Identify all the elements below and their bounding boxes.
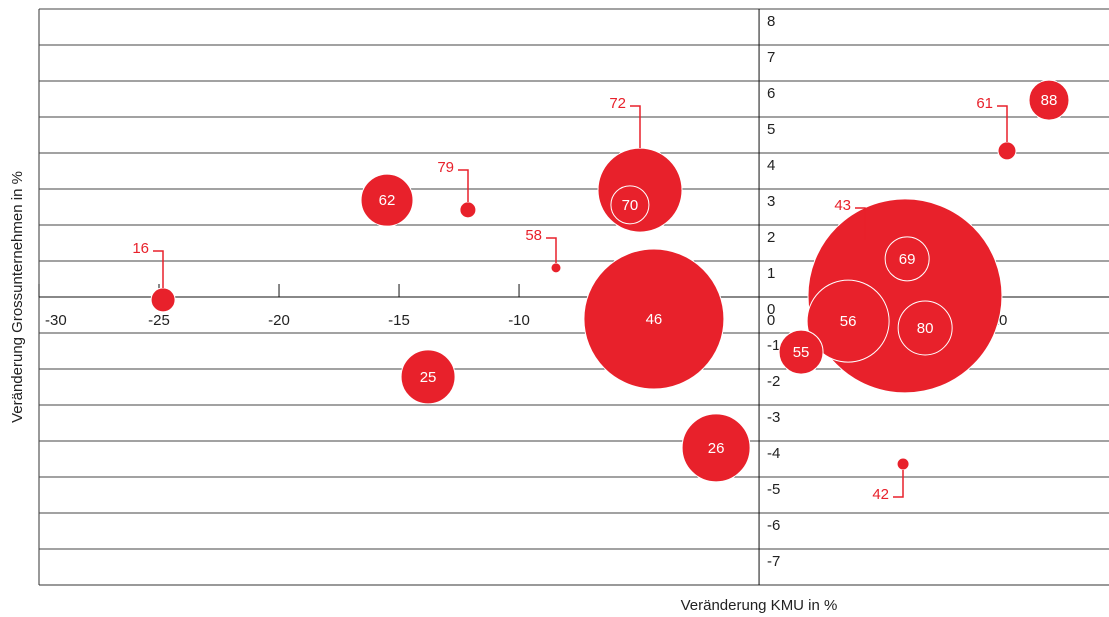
bubble [778, 329, 824, 375]
bubble [897, 300, 953, 356]
callout-label: 43 [834, 197, 851, 214]
x-axis-label: Veränderung KMU in % [681, 597, 838, 614]
y-tick-label: -4 [767, 445, 780, 462]
leader-line [153, 250, 164, 288]
callout-label: 79 [437, 159, 454, 176]
bubble-label: 55 [793, 344, 810, 361]
x-tick-label: -20 [268, 312, 290, 329]
y-tick-label: -3 [767, 409, 780, 426]
bubble [997, 141, 1017, 161]
x-tick-label: -15 [388, 312, 410, 329]
callout-label: 42 [872, 486, 889, 503]
bubble-label: 69 [899, 251, 916, 268]
bubble-label: 56 [840, 313, 857, 330]
bubble-label: 88 [1041, 92, 1058, 109]
bubble [806, 279, 890, 363]
bubble [400, 349, 456, 405]
y-tick-label: 1 [767, 265, 775, 282]
bubble [681, 413, 751, 483]
bubble [884, 236, 930, 282]
y-tick-label: 0 [767, 301, 775, 318]
bubble-label: 62 [379, 192, 396, 209]
bubble [550, 262, 562, 274]
y-tick-label: 5 [767, 121, 775, 138]
x-tick-label: 0 [767, 312, 775, 329]
bubble-label: 26 [708, 440, 725, 457]
y-tick-label: -7 [767, 553, 780, 570]
x-tick-label: -30 [45, 312, 67, 329]
bubble [459, 201, 477, 219]
bubble-label: 80 [917, 320, 934, 337]
bubble [896, 457, 910, 471]
leader-line [855, 207, 866, 240]
callout-label: 61 [976, 95, 993, 112]
y-tick-label: -6 [767, 517, 780, 534]
y-axis-label: Veränderung Grossunternehmen in % [9, 171, 26, 423]
bubble-label: 70 [622, 197, 639, 214]
y-tick-label: 8 [767, 13, 775, 30]
y-tick-label: 7 [767, 49, 775, 66]
leader-line [546, 237, 557, 263]
leader-line [630, 105, 641, 148]
y-tick-label: 2 [767, 229, 775, 246]
callout-label: 16 [132, 240, 149, 257]
leader-line [893, 470, 904, 498]
bubble-label: 46 [646, 311, 663, 328]
bubble-label: 25 [420, 369, 437, 386]
y-tick-label: 6 [767, 85, 775, 102]
bubble [150, 287, 176, 313]
y-tick-label: -1 [767, 337, 780, 354]
y-tick-label: 3 [767, 193, 775, 210]
y-tick-label: -2 [767, 373, 780, 390]
bubble [583, 248, 725, 390]
bubble [360, 173, 414, 227]
y-tick-label: -5 [767, 481, 780, 498]
callout-label: 58 [525, 227, 542, 244]
x-tick-label: -10 [508, 312, 530, 329]
x-tick-label: -25 [148, 312, 170, 329]
callout-label: 72 [609, 95, 626, 112]
leader-line [997, 105, 1008, 142]
bubble [610, 185, 650, 225]
y-tick-label: 4 [767, 157, 775, 174]
leader-line [458, 169, 469, 202]
bubble [1028, 79, 1070, 121]
